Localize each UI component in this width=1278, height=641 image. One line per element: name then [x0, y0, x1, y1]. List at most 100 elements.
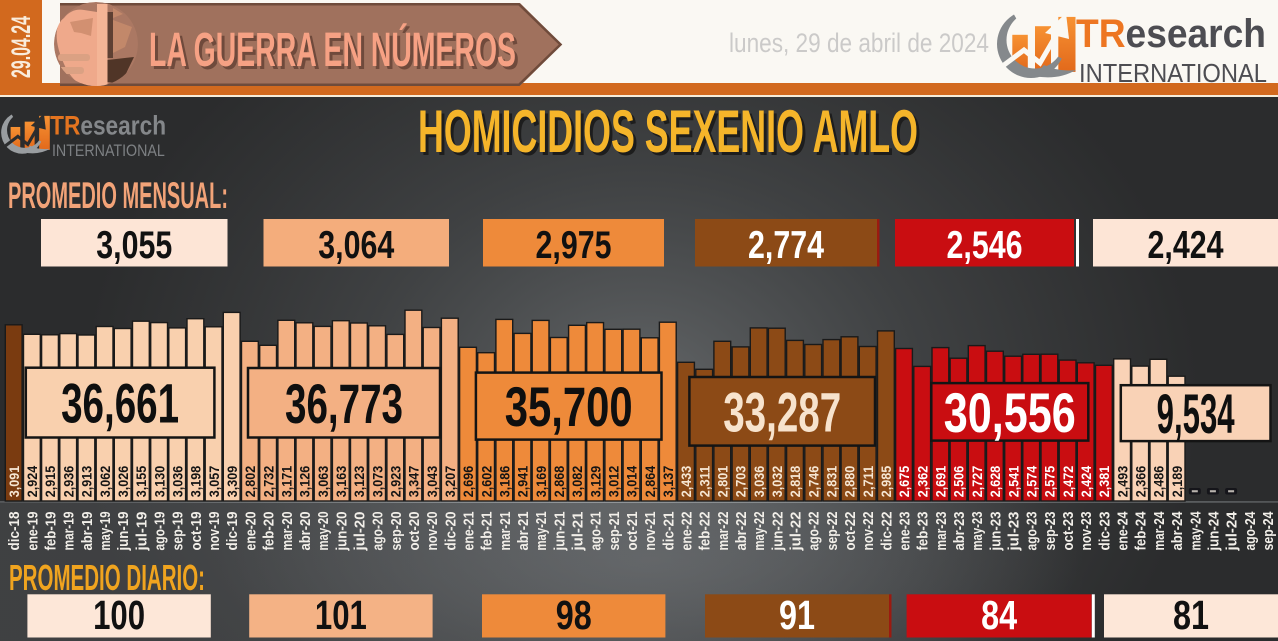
svg-text:3,055: 3,055: [96, 224, 172, 267]
svg-text:2,433: 2,433: [679, 466, 695, 498]
svg-text:ene-20: ene-20: [242, 512, 259, 551]
svg-text:jul-23: jul-23: [1006, 512, 1023, 552]
svg-text:3,163: 3,163: [334, 466, 350, 498]
svg-text:2,802: 2,802: [243, 466, 259, 498]
svg-text:oct-22: oct-22: [842, 512, 859, 551]
svg-text:91: 91: [779, 592, 815, 638]
svg-text:2,818: 2,818: [788, 466, 804, 498]
svg-text:3,155: 3,155: [134, 466, 150, 498]
svg-text:PROMEDIO MENSUAL:: PROMEDIO MENSUAL:: [8, 175, 228, 216]
svg-text:ago-20: ago-20: [370, 512, 387, 551]
svg-text:abr-19: abr-19: [79, 512, 96, 551]
svg-text:36,661: 36,661: [61, 372, 179, 435]
svg-text:ago-22: ago-22: [806, 512, 823, 551]
svg-text:feb-22: feb-22: [697, 512, 714, 551]
svg-text:2,424: 2,424: [1079, 466, 1095, 498]
svg-text:3,309: 3,309: [225, 466, 241, 498]
svg-text:dic-19: dic-19: [224, 512, 241, 551]
svg-text:29.04.24: 29.04.24: [6, 16, 36, 78]
svg-text:jul-22: jul-22: [788, 512, 805, 552]
svg-text:jun-19: jun-19: [115, 512, 132, 552]
svg-text:3,198: 3,198: [189, 466, 205, 498]
svg-text:dic-23: dic-23: [1096, 512, 1113, 551]
svg-text:98: 98: [556, 592, 592, 638]
svg-text:jun-22: jun-22: [769, 512, 786, 552]
svg-text:mar-24: mar-24: [1151, 511, 1168, 551]
svg-text:3,126: 3,126: [298, 466, 314, 498]
svg-text:nov-19: nov-19: [206, 512, 223, 551]
svg-text:mar-23: mar-23: [933, 512, 950, 551]
svg-text:3,064: 3,064: [318, 224, 394, 267]
svg-text:2,575: 2,575: [1043, 466, 1059, 498]
svg-text:2,915: 2,915: [43, 466, 59, 498]
svg-text:INTERNATIONAL: INTERNATIONAL: [1079, 58, 1267, 88]
svg-text:3,026: 3,026: [116, 466, 132, 498]
svg-text:3,032: 3,032: [770, 466, 786, 498]
svg-text:jul-20: jul-20: [351, 512, 368, 552]
svg-text:jun-21: jun-21: [551, 512, 568, 552]
svg-text:feb-24: feb-24: [1133, 511, 1150, 551]
svg-text:lunes, 29 de abril de 2024: lunes, 29 de abril de 2024: [729, 28, 989, 58]
svg-text:ago-19: ago-19: [152, 512, 169, 551]
svg-text:feb-20: feb-20: [261, 512, 278, 551]
svg-text:mar-22: mar-22: [715, 512, 732, 551]
svg-text:3,186: 3,186: [498, 466, 514, 498]
svg-text:abr-23: abr-23: [951, 512, 968, 551]
svg-text:ago-24: ago-24: [1242, 511, 1259, 551]
svg-text:jul-24: jul-24: [1224, 511, 1241, 552]
svg-text:2,936: 2,936: [61, 466, 77, 498]
svg-text:2,732: 2,732: [261, 466, 277, 498]
svg-text:oct-21: oct-21: [624, 512, 641, 551]
svg-text:jun-24: jun-24: [1205, 511, 1222, 551]
svg-text:ene-21: ene-21: [461, 512, 478, 551]
svg-text:3,082: 3,082: [570, 466, 586, 498]
svg-text:35,700: 35,700: [505, 375, 633, 438]
svg-text:2,424: 2,424: [1148, 224, 1224, 267]
svg-text:mar-20: mar-20: [279, 512, 296, 551]
svg-text:81: 81: [1173, 592, 1209, 638]
svg-text:oct-23: oct-23: [1060, 512, 1077, 551]
svg-text:may-20: may-20: [315, 512, 332, 551]
svg-text:nov-20: nov-20: [424, 512, 441, 551]
svg-text:2,691: 2,691: [934, 466, 950, 498]
svg-text:2,746: 2,746: [806, 466, 822, 498]
svg-text:abr-20: abr-20: [297, 512, 314, 551]
svg-text:ene-24: ene-24: [1115, 511, 1132, 551]
svg-text:2,541: 2,541: [1006, 466, 1022, 498]
svg-text:sep-23: sep-23: [1042, 512, 1059, 551]
svg-text:feb-21: feb-21: [479, 512, 496, 551]
svg-text:sep-20: sep-20: [388, 512, 405, 551]
svg-text:dic-21: dic-21: [660, 512, 677, 551]
svg-text:oct-20: oct-20: [406, 512, 423, 551]
svg-text:TResearch: TResearch: [50, 111, 166, 141]
svg-text:3,169: 3,169: [534, 466, 550, 498]
svg-text:100: 100: [93, 592, 145, 638]
svg-text:3,062: 3,062: [98, 466, 114, 498]
svg-text:2,574: 2,574: [1024, 466, 1040, 498]
svg-text:LA GUERRA EN NÚMEROS: LA GUERRA EN NÚMEROS: [149, 22, 516, 77]
svg-text:INTERNATIONAL: INTERNATIONAL: [52, 141, 165, 160]
svg-text:3,207: 3,207: [443, 466, 459, 498]
svg-text:dic-22: dic-22: [878, 512, 895, 551]
svg-text:3,091: 3,091: [7, 466, 23, 498]
svg-text:2,801: 2,801: [716, 466, 732, 498]
svg-text:sep-24: sep-24: [1260, 511, 1277, 551]
svg-text:3,130: 3,130: [152, 466, 168, 498]
svg-text:oct-19: oct-19: [188, 512, 205, 551]
svg-text:2,366: 2,366: [1133, 466, 1149, 498]
svg-text:nov-21: nov-21: [642, 512, 659, 551]
svg-text:84: 84: [981, 592, 1017, 638]
svg-text:2,362: 2,362: [915, 466, 931, 498]
svg-text:2,486: 2,486: [1152, 466, 1168, 498]
svg-text:may-19: may-19: [97, 512, 114, 551]
svg-text:3,129: 3,129: [588, 466, 604, 498]
svg-text:2,985: 2,985: [879, 466, 895, 498]
svg-text:nov-22: nov-22: [860, 512, 877, 551]
svg-text:sep-22: sep-22: [824, 512, 841, 551]
svg-text:ene-22: ene-22: [679, 512, 696, 551]
svg-text:2,506: 2,506: [952, 466, 968, 498]
svg-text:3,123: 3,123: [352, 466, 368, 498]
svg-text:2,675: 2,675: [897, 466, 913, 498]
svg-text:2,696: 2,696: [461, 466, 477, 498]
svg-text:3,012: 3,012: [607, 466, 623, 498]
